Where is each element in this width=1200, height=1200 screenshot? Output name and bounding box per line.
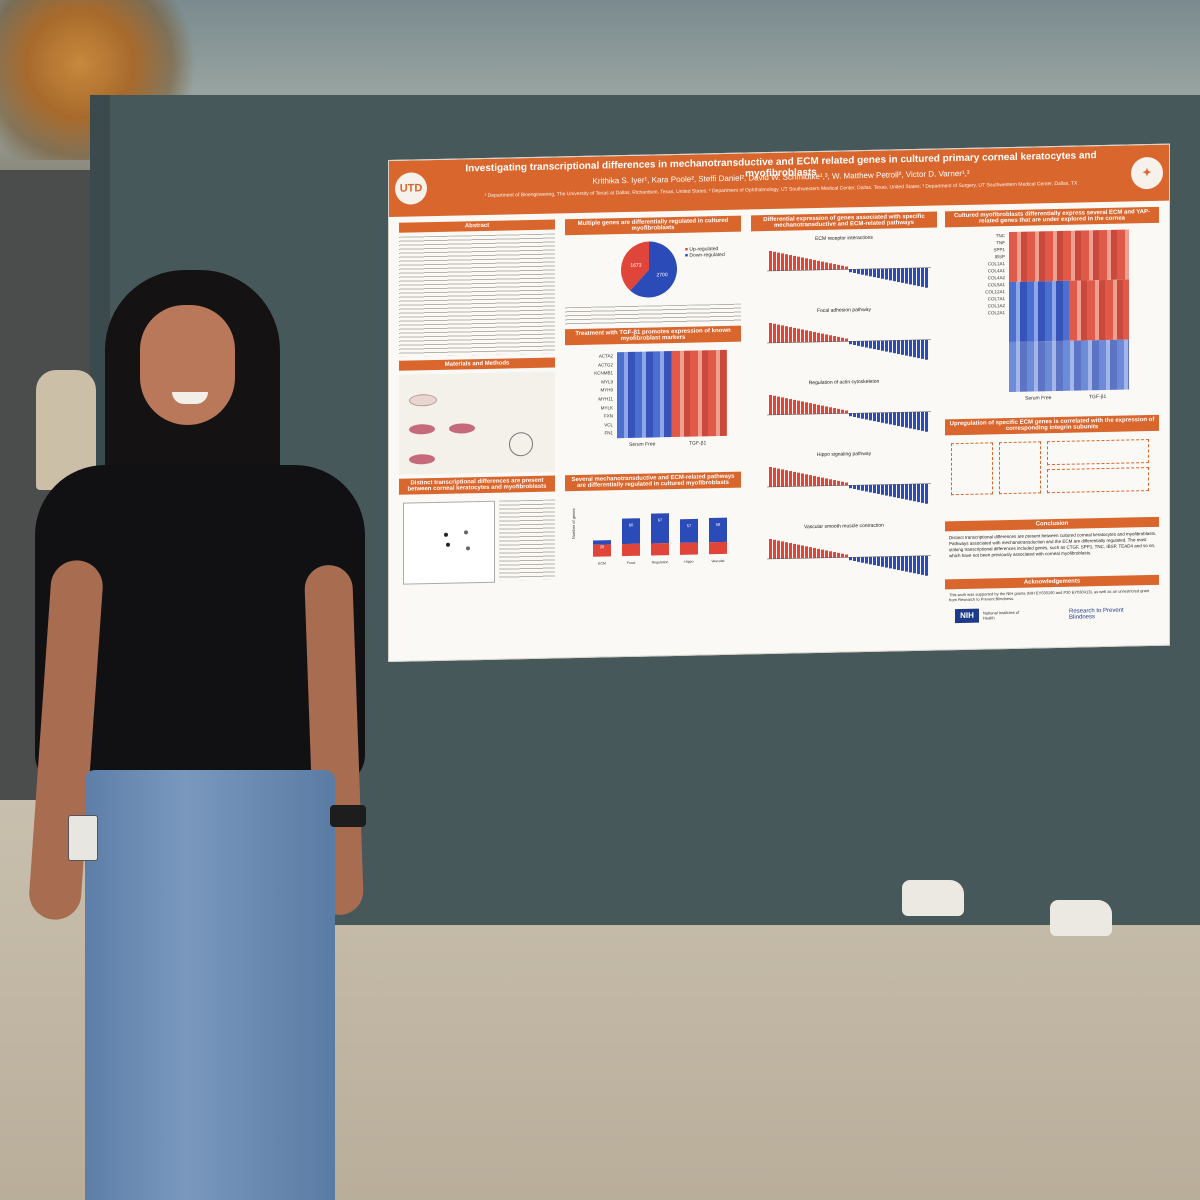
bar-4-bottom xyxy=(709,541,727,555)
heatmap1-label-tgf: TGF-β1 xyxy=(689,440,707,447)
heatmap1 xyxy=(617,349,727,439)
conclusion-points: Distinct transcriptional differences are… xyxy=(949,531,1157,559)
bar-value-4: 58 xyxy=(716,522,721,527)
upregulation-heading: Upregulation of specific ECM genes is co… xyxy=(945,414,1159,436)
waterfall-title-1: Focal adhesion pathway xyxy=(817,306,871,315)
waterfall-plot-1: Focal adhesion pathway xyxy=(751,306,937,380)
bar-category-2: Regulation xyxy=(652,560,669,564)
conclusion-point-2: Pathways associated with mechanotransduc… xyxy=(949,537,1156,559)
pie-legend-down: Down-regulated xyxy=(689,251,725,259)
shoe-right xyxy=(1050,900,1112,936)
methods-diagram xyxy=(399,371,555,475)
presenter-jeans xyxy=(85,770,335,1200)
heatmap2-label-tgf: TGF-β1 xyxy=(1089,393,1107,401)
pie-slice-0 xyxy=(630,241,677,298)
waterfall-plot-0: ECM receptor interactions xyxy=(751,234,937,308)
bar-value-2: 67 xyxy=(658,517,663,522)
heatmap2 xyxy=(1009,229,1129,392)
abstract-heading: Abstract xyxy=(399,219,555,233)
pie-caption xyxy=(565,303,741,326)
heatmap1-label-serum: Serum Free xyxy=(629,441,656,448)
waterfall-plot-2: Regulation of actin cytoskeleton xyxy=(751,378,937,452)
abstract-text xyxy=(399,233,555,357)
pie-slice-label-0: 2700 xyxy=(656,272,667,278)
bar-value-0: 26 xyxy=(600,544,605,549)
utd-logo: UTD xyxy=(395,172,427,205)
waterfall-title-3: Hippo signaling pathway xyxy=(816,450,872,459)
presenter-smile xyxy=(172,392,208,404)
rpb-logo-text: Research to Prevent Blindness xyxy=(1069,607,1124,621)
conclusion-heading: Conclusion xyxy=(945,516,1159,532)
nih-logo: NIH xyxy=(955,608,979,624)
presenter-face xyxy=(140,305,235,425)
heatmap2-gene-11: COL2A1 xyxy=(987,310,1005,316)
integrin-boxes xyxy=(951,439,1151,503)
distinct-heading: Distinct transcriptional differences are… xyxy=(399,475,555,495)
heatmap2-label-serum: Serum Free xyxy=(1025,395,1052,402)
bar-category-3: Hippo xyxy=(684,560,693,564)
pathway-bar-chart: 26 ECM 60 Focal 67 Regulation 57 Hippo 58 Vascula… xyxy=(571,508,727,566)
waterfall-title-2: Regulation of actin cytoskeleton xyxy=(808,378,880,387)
heatmap2-gene-labels: TNC TNF SPP1 IBSP COL1A1 COL4A1 COL4A2 COL5A1 CO… xyxy=(969,232,1005,317)
heatmap1-gene-labels: ACTA2 ACTG2 KCNMB1 MYL9 MYH9 MYH11 MYLK FXN VCL F… xyxy=(573,352,613,439)
id-badge xyxy=(68,815,98,861)
waterfall-title-4: Vascular smooth muscle contraction xyxy=(804,522,884,531)
several-pathways-heading: Several mechanotransductive and ECM-rela… xyxy=(565,471,741,492)
bar-category-4: Vascular xyxy=(711,559,725,563)
waterfall-plot-4: Vascular smooth muscle contraction xyxy=(751,522,937,596)
bar-value-3: 57 xyxy=(687,523,692,528)
pie-chart: 2700 1673 xyxy=(621,241,677,298)
waterfall-title-0: ECM receptor interactions xyxy=(815,234,873,243)
bar-1-top xyxy=(622,518,640,545)
smartwatch xyxy=(330,805,366,827)
research-poster: UTD ✦ Investigating transcriptional diff… xyxy=(388,143,1170,662)
ack-text: This work was supported by the NIH grant… xyxy=(949,588,1150,603)
utsw-seal-logo: ✦ xyxy=(1131,156,1163,190)
bar-0-top xyxy=(593,540,611,545)
bar-ylabel: Number of genes xyxy=(571,508,576,539)
pathway-waterfall-plots: ECM receptor interactions Focal adhesion … xyxy=(751,234,937,598)
bar-category-1: Focal xyxy=(627,561,636,565)
waterfall-plot-3: Hippo signaling pathway xyxy=(751,450,937,524)
cultured-heading: Cultured myofibroblasts differentially e… xyxy=(945,206,1159,228)
bar-1-bottom xyxy=(622,543,640,557)
nih-subtitle: National Institutes of Health xyxy=(983,609,1020,621)
bar-2-bottom xyxy=(651,543,669,556)
acknowledgements-heading: Acknowledgements xyxy=(945,574,1159,590)
bar-category-0: ECM xyxy=(598,561,606,565)
pie-legend: ■ Up-regulated ■ Down-regulated xyxy=(685,246,725,259)
bar-3-bottom xyxy=(680,542,698,555)
bar-0-bottom xyxy=(593,544,611,557)
differential-heading: Differential expression of genes associa… xyxy=(751,211,937,232)
bar-4-top xyxy=(709,517,727,543)
heatmap1-gene-9: FN1 xyxy=(604,430,613,436)
pie-slice-label-1: 1673 xyxy=(630,263,641,269)
bar-3-top xyxy=(680,518,698,543)
treatment-heading: Treatment with TGF-β1 promotes expressio… xyxy=(565,325,741,346)
pca-caption xyxy=(499,499,555,581)
materials-heading: Materials and Methods xyxy=(399,357,555,371)
pca-plot xyxy=(403,500,495,585)
bar-2-top xyxy=(651,513,669,544)
bar-value-1: 60 xyxy=(629,522,634,527)
pie-slice-1 xyxy=(621,241,649,291)
multiple-genes-heading: Multiple genes are differentially regula… xyxy=(565,215,741,236)
shoe-left xyxy=(902,880,964,916)
